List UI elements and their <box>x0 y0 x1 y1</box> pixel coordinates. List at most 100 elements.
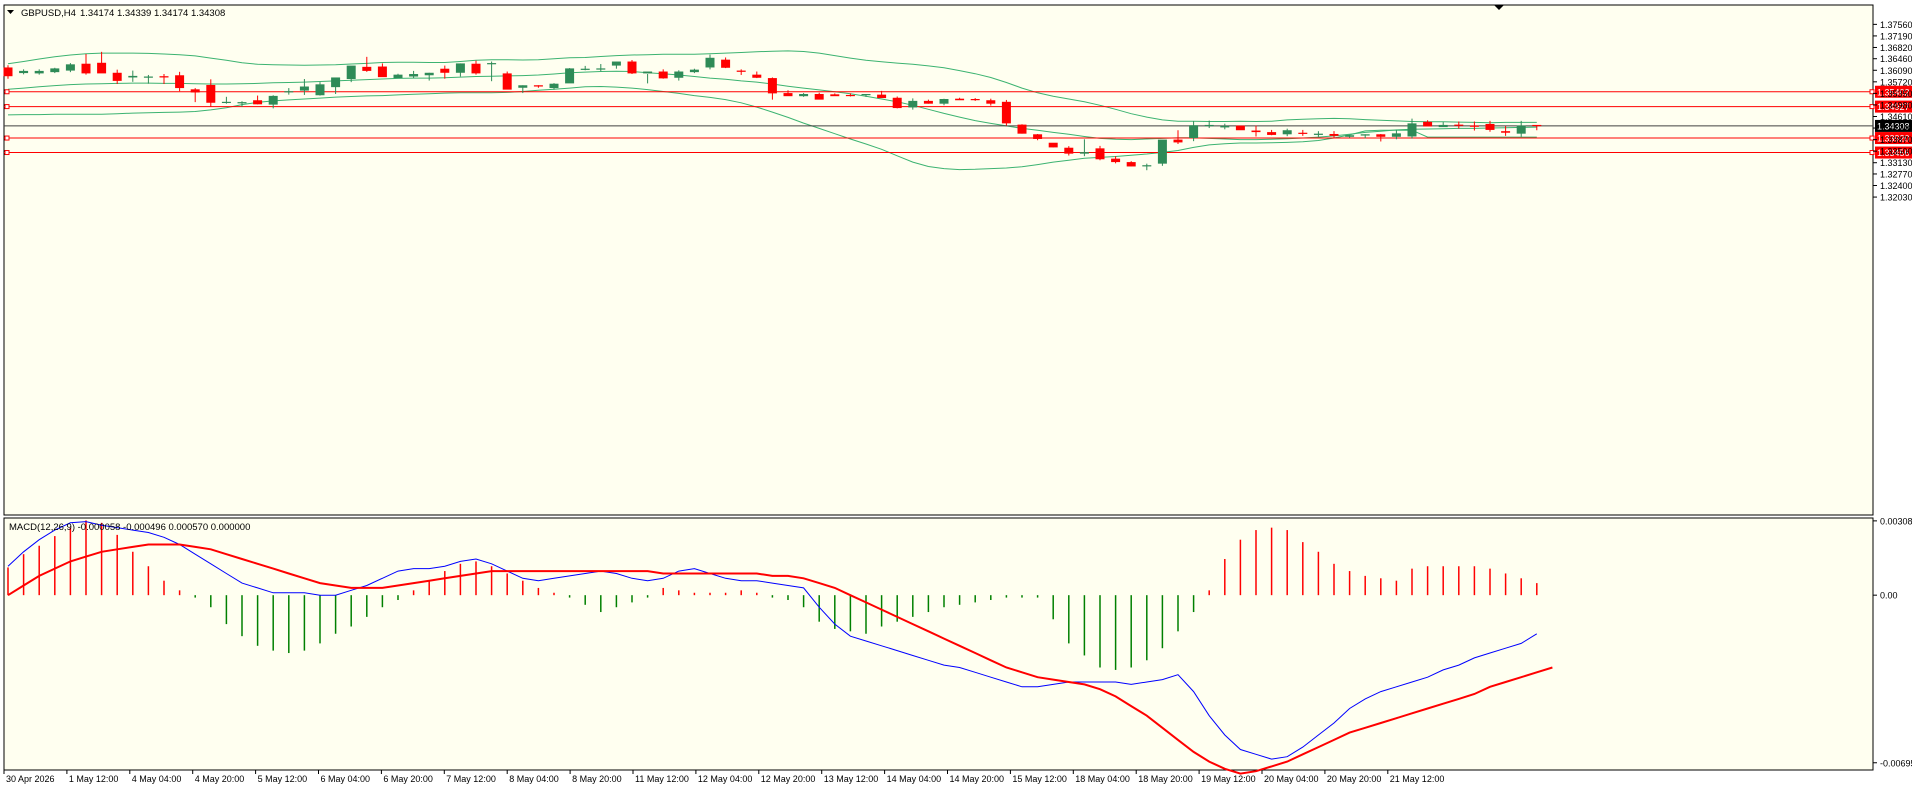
line-handle-right-4[interactable] <box>1869 150 1875 156</box>
candle <box>1407 118 1417 139</box>
candle <box>970 98 980 101</box>
axes: 1.35402 1.34927 1.33920 1.33456 1.34308 1.375… <box>3 20 1912 784</box>
candle <box>1189 121 1199 142</box>
price-tag-bg-2 <box>1875 100 1912 113</box>
candle-body <box>1220 125 1230 128</box>
candle-body <box>1469 125 1479 127</box>
candle-body <box>1532 124 1542 127</box>
candle <box>1235 125 1245 131</box>
candle <box>736 69 746 75</box>
candle <box>65 63 75 73</box>
candle-body <box>3 67 13 77</box>
candle <box>549 83 559 90</box>
candle <box>1095 145 1105 161</box>
time-tick-label: 7 May 12:00 <box>446 774 496 784</box>
line-handle-left-4[interactable] <box>4 150 10 156</box>
time-tick-label: 11 May 12:00 <box>635 774 689 784</box>
candle <box>877 90 887 99</box>
candle <box>1267 129 1277 136</box>
macd-main-line <box>7 521 1538 760</box>
macd-indicator <box>7 520 1553 775</box>
candle <box>502 71 512 90</box>
price-tick-label: 1.35350 <box>1880 89 1912 99</box>
candle-body <box>377 66 387 78</box>
dropdown-triangle-icon[interactable] <box>7 10 14 14</box>
candle <box>455 63 465 77</box>
candle <box>705 54 715 70</box>
candle-body <box>658 71 668 79</box>
current-price-tag: 1.34308 <box>1877 121 1910 131</box>
candle <box>892 96 902 109</box>
price-tag-bg-3 <box>1875 132 1912 145</box>
candle-body <box>221 101 231 104</box>
shift-marker-icon[interactable] <box>1494 5 1504 10</box>
candle-body <box>533 85 543 87</box>
candle <box>1485 120 1495 132</box>
candle-body <box>845 94 855 97</box>
candle-body <box>1282 130 1292 135</box>
candle <box>128 70 138 82</box>
line-handle-right-2[interactable] <box>1869 104 1875 110</box>
candle <box>674 70 684 81</box>
line-handle-left-2[interactable] <box>4 104 10 110</box>
candle <box>1454 121 1464 129</box>
candle <box>1313 131 1323 137</box>
current-price-tag-bg <box>1875 119 1912 132</box>
candle-body <box>346 65 356 80</box>
price-tag-3: 1.33920 <box>1877 134 1910 144</box>
candle-body <box>175 75 185 89</box>
candle-body <box>1454 124 1464 126</box>
candle <box>1516 120 1526 137</box>
line-handle-right-1[interactable] <box>1869 89 1875 95</box>
candle <box>721 57 731 69</box>
candle-body <box>81 63 91 74</box>
price-tick-label: 1.32400 <box>1880 181 1912 191</box>
macd-plot-area[interactable] <box>3 517 1874 771</box>
candle-body <box>284 91 294 93</box>
time-tick-label: 4 May 20:00 <box>195 774 245 784</box>
candle <box>19 69 29 75</box>
candle <box>253 95 263 105</box>
line-handle-left-1[interactable] <box>4 89 10 95</box>
candle <box>1345 134 1355 138</box>
line-handle-left-3[interactable] <box>4 135 10 141</box>
time-tick-label: 13 May 12:00 <box>824 774 879 784</box>
candle <box>471 60 481 75</box>
candle-body <box>908 100 918 108</box>
candle <box>487 61 497 82</box>
candle-body <box>892 97 902 109</box>
candle <box>1048 142 1058 148</box>
candle <box>1033 133 1043 141</box>
candle-body <box>970 99 980 101</box>
candle-body <box>611 61 621 66</box>
candle-body <box>830 94 840 97</box>
price-tick-label: 1.33130 <box>1880 158 1912 168</box>
candles <box>3 51 1542 171</box>
time-tick-label: 6 May 20:00 <box>383 774 433 784</box>
price-tick-label: 1.32770 <box>1880 169 1912 179</box>
candle <box>752 71 762 79</box>
candle-body <box>736 70 746 72</box>
price-tag-bg-1 <box>1875 85 1912 98</box>
candle-body <box>1345 135 1355 137</box>
candle-body <box>143 76 153 78</box>
candle <box>1501 126 1511 136</box>
time-tick-label: 12 May 04:00 <box>698 774 753 784</box>
candle <box>689 68 699 74</box>
candle-body <box>580 68 590 70</box>
main-plot-area[interactable] <box>3 4 1874 516</box>
candle <box>1360 134 1370 139</box>
candle <box>627 59 637 75</box>
candle-body <box>19 70 29 74</box>
candle-body <box>1079 152 1089 154</box>
candle-body <box>721 59 731 68</box>
candle-body <box>362 66 372 71</box>
candle-body <box>1189 125 1199 139</box>
candle <box>97 51 107 74</box>
candle-body <box>206 84 216 103</box>
candle-body <box>1360 134 1370 136</box>
price-tick-label: 1.37560 <box>1880 20 1912 30</box>
line-handle-right-3[interactable] <box>1869 135 1875 141</box>
